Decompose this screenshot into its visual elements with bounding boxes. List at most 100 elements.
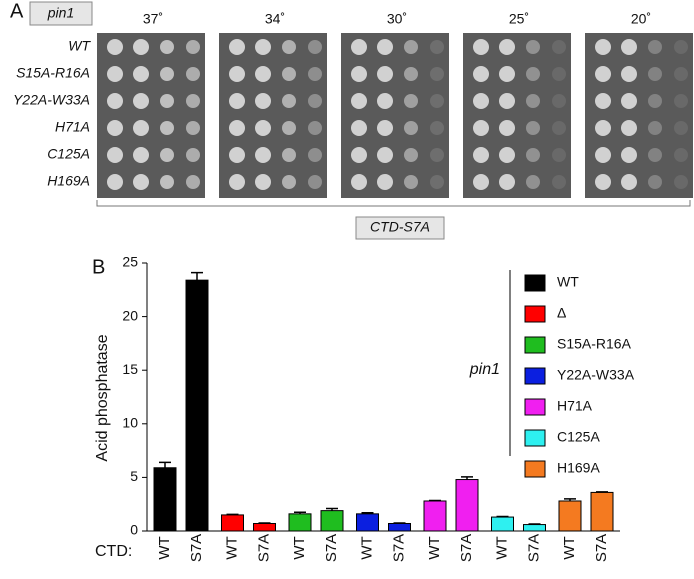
colony-spot	[499, 174, 515, 190]
colony-spot	[160, 67, 174, 81]
bar	[320, 510, 344, 532]
error-bar	[429, 499, 441, 502]
colony-spot	[648, 67, 662, 81]
colony-spot	[499, 66, 515, 82]
colony-spot	[648, 148, 662, 162]
panel-label: A	[10, 0, 24, 22]
legend-swatch	[524, 305, 546, 323]
colony-spot	[473, 120, 489, 136]
x-tick-label: WT	[561, 536, 578, 559]
colony-spot	[186, 175, 200, 189]
legend-swatch	[524, 336, 546, 354]
colony-spot	[186, 67, 200, 81]
error-bar	[461, 476, 473, 480]
colony-spot	[526, 94, 540, 108]
legend-label: H169A	[557, 460, 600, 476]
colony-spot	[107, 93, 123, 109]
colony-spot	[430, 40, 444, 54]
colony-spot	[351, 93, 367, 109]
colony-spot	[160, 94, 174, 108]
colony-spot	[377, 93, 393, 109]
colony-spot	[308, 94, 322, 108]
colony-spot	[648, 121, 662, 135]
temperature-label: 20˚	[631, 11, 651, 27]
colony-spot	[133, 147, 149, 163]
colony-spot	[255, 174, 271, 190]
y-axis-label: Acid phosphatase	[94, 334, 111, 461]
colony-spot	[308, 40, 322, 54]
colony-spot	[107, 174, 123, 190]
colony-spot	[133, 39, 149, 55]
plate	[341, 33, 449, 198]
colony-spot	[186, 121, 200, 135]
bar	[153, 467, 177, 532]
x-tick-label: S7A	[593, 534, 610, 562]
error-bar	[159, 461, 171, 468]
bar	[423, 500, 447, 532]
colony-spot	[595, 66, 611, 82]
colony-spot	[473, 147, 489, 163]
colony-spot	[430, 67, 444, 81]
colony-spot	[595, 174, 611, 190]
legend-label: H71A	[557, 398, 593, 414]
error-bar	[393, 522, 406, 524]
y-tick-label: 25	[122, 254, 138, 270]
temperature-label: 25˚	[509, 11, 529, 27]
colony-spot	[404, 67, 418, 81]
colony-spot	[229, 93, 245, 109]
colony-spot	[160, 121, 174, 135]
error-bar	[294, 511, 306, 514]
colony-spot	[282, 40, 296, 54]
colony-spot	[648, 175, 662, 189]
colony-spot	[648, 94, 662, 108]
x-tick-label: WT	[493, 536, 510, 559]
colony-spot	[351, 174, 367, 190]
colony-spot	[404, 148, 418, 162]
colony-spot	[621, 66, 637, 82]
colony-spot	[351, 147, 367, 163]
colony-spot	[186, 94, 200, 108]
colony-spot	[404, 175, 418, 189]
colony-spot	[674, 148, 688, 162]
colony-spot	[430, 175, 444, 189]
colony-spot	[552, 94, 566, 108]
colony-spot	[621, 39, 637, 55]
colony-spot	[160, 40, 174, 54]
colony-spot	[648, 40, 662, 54]
colony-spot	[674, 67, 688, 81]
error-bar	[528, 523, 541, 525]
colony-spot	[160, 175, 174, 189]
colony-spot	[552, 40, 566, 54]
x-tick-label: WT	[358, 536, 375, 559]
bar	[558, 500, 582, 532]
error-bar	[258, 522, 271, 524]
legend-swatch	[524, 367, 546, 385]
strain-label: pin1	[47, 5, 74, 21]
y-tick-label: 0	[130, 522, 138, 538]
x-tick-label: S7A	[255, 534, 272, 562]
colony-spot	[377, 174, 393, 190]
colony-spot	[308, 67, 322, 81]
colony-spot	[351, 120, 367, 136]
colony-spot	[351, 66, 367, 82]
colony-spot	[430, 121, 444, 135]
colony-spot	[107, 66, 123, 82]
colony-spot	[621, 147, 637, 163]
colony-spot	[255, 147, 271, 163]
colony-spot	[282, 175, 296, 189]
legend-label: WT	[557, 274, 579, 290]
y-tick-label: 20	[122, 307, 138, 323]
colony-spot	[255, 66, 271, 82]
error-bar	[326, 507, 338, 511]
colony-spot	[107, 120, 123, 136]
colony-spot	[404, 94, 418, 108]
error-bar	[596, 491, 608, 493]
error-bar	[361, 512, 374, 514]
colony-spot	[499, 93, 515, 109]
row-label: H71A	[55, 119, 90, 135]
legend-label: S15A-R16A	[557, 336, 632, 352]
colony-spot	[229, 120, 245, 136]
bracket	[96, 200, 691, 207]
colony-spot	[308, 121, 322, 135]
row-label: S15A-R16A	[16, 65, 90, 81]
